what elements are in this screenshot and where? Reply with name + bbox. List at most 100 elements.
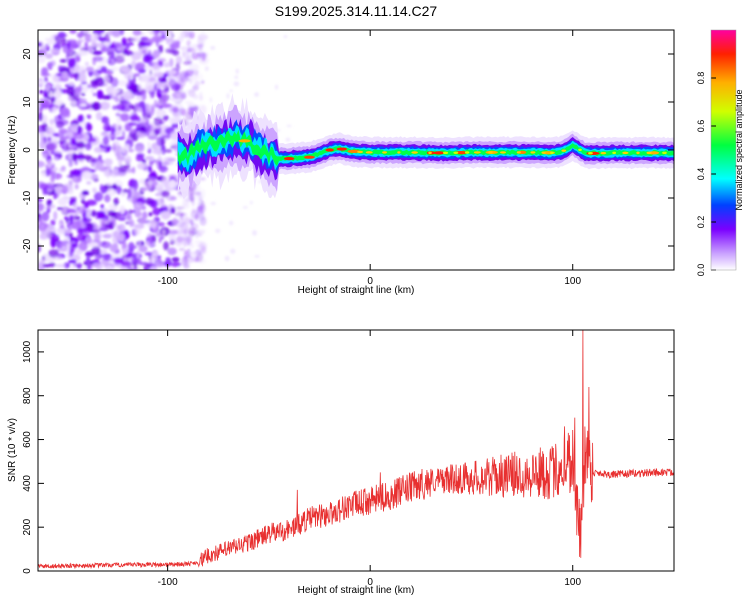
y-tick-label: -20	[22, 238, 33, 253]
noise-blob	[47, 61, 53, 71]
noise-blob	[92, 263, 101, 267]
noise-blob	[88, 45, 93, 54]
noise-blob	[86, 114, 92, 120]
spectrogram-x-label: Height of straight line (km)	[298, 285, 415, 296]
noise-blob	[68, 199, 74, 206]
noise-blob	[81, 84, 87, 89]
noise-blob	[49, 48, 61, 54]
noise-blob	[116, 47, 123, 52]
noise-blob	[163, 115, 168, 122]
noise-blob	[84, 33, 93, 43]
noise-blob	[73, 132, 84, 140]
noise-blob	[68, 57, 76, 68]
noise-blob	[119, 30, 125, 36]
noise-blob	[79, 69, 85, 80]
noise-blob	[115, 98, 119, 103]
noise-blob	[157, 222, 165, 227]
noise-blob	[163, 62, 171, 68]
noise-blob	[170, 262, 182, 268]
noise-blob	[192, 85, 199, 91]
noise-blob	[57, 31, 66, 39]
noise-blob	[75, 77, 79, 81]
noise-blob	[122, 248, 128, 256]
snr-y-label: SNR (10 * v/v)	[7, 418, 18, 482]
noise-blob	[187, 89, 196, 98]
x-tick-label: 100	[564, 577, 581, 588]
colorbar-gradient	[711, 30, 736, 270]
noise-blob	[95, 111, 103, 121]
noise-blob	[170, 116, 180, 125]
noise-blob	[146, 85, 156, 92]
noise-blob	[158, 165, 168, 173]
noise-blob	[91, 246, 101, 256]
noise-blob	[112, 221, 117, 227]
noise-blob	[109, 30, 114, 36]
noise-blob	[116, 212, 123, 219]
noise-blob	[164, 32, 172, 40]
x-tick-label: -100	[158, 577, 178, 588]
noise-blob	[39, 139, 46, 150]
colorbar-tick-label: 0.6	[696, 120, 706, 133]
noise-blob	[41, 67, 49, 77]
ridge-hotspot	[304, 155, 315, 159]
noise-blob	[76, 141, 86, 149]
noise-blob	[128, 122, 138, 126]
noise-blob	[63, 262, 71, 269]
noise-blob	[122, 50, 134, 56]
spectrogram-ridge	[177, 93, 674, 200]
noise-blob	[69, 215, 74, 225]
noise-blob	[139, 217, 146, 225]
noise-blob	[73, 263, 83, 268]
noise-blob	[91, 50, 103, 56]
noise-blob	[275, 84, 279, 90]
ridge-hotspot	[336, 147, 347, 151]
noise-blob	[170, 207, 176, 214]
ridge-hotspot	[397, 151, 401, 154]
noise-blob	[101, 95, 112, 100]
noise-blob	[58, 65, 63, 71]
noise-blob	[198, 241, 208, 251]
noise-blob	[168, 174, 179, 179]
noise-blob	[153, 83, 158, 92]
noise-blob	[166, 158, 177, 162]
noise-blob	[77, 114, 84, 123]
noise-blob	[48, 91, 53, 98]
noise-blob	[90, 229, 101, 233]
noise-blob	[78, 241, 88, 252]
x-tick-label: 0	[367, 577, 373, 588]
noise-blob	[66, 228, 72, 233]
noise-blob	[149, 235, 154, 245]
noise-blob	[123, 90, 134, 101]
noise-blob	[96, 44, 104, 49]
noise-blob	[94, 77, 105, 87]
noise-blob	[110, 77, 119, 88]
noise-blob	[200, 34, 205, 44]
noise-blob	[81, 30, 92, 34]
noise-blob	[153, 252, 157, 257]
noise-blob	[79, 97, 87, 104]
noise-blob	[129, 219, 135, 228]
ridge-hotspot	[442, 151, 449, 155]
noise-blob	[81, 209, 92, 213]
noise-blob	[129, 79, 136, 83]
noise-blob	[147, 49, 152, 57]
y-tick-label: 20	[22, 48, 33, 60]
snr-frame	[37, 329, 675, 572]
ridge-hotspot	[530, 151, 536, 154]
noise-blob	[112, 88, 117, 97]
noise-blob	[39, 183, 49, 190]
noise-blob	[59, 225, 65, 229]
noise-blob	[76, 227, 84, 234]
noise-blob	[54, 185, 65, 195]
noise-blob	[116, 185, 122, 195]
noise-blob	[132, 179, 139, 190]
noise-blob	[118, 165, 128, 173]
noise-blob	[82, 212, 87, 217]
noise-blob	[54, 150, 65, 154]
noise-blob	[172, 217, 178, 226]
noise-blob	[107, 52, 112, 56]
noise-blob	[102, 233, 112, 239]
noise-blob	[178, 107, 187, 116]
noise-blob	[55, 238, 60, 242]
noise-blob	[45, 53, 53, 60]
